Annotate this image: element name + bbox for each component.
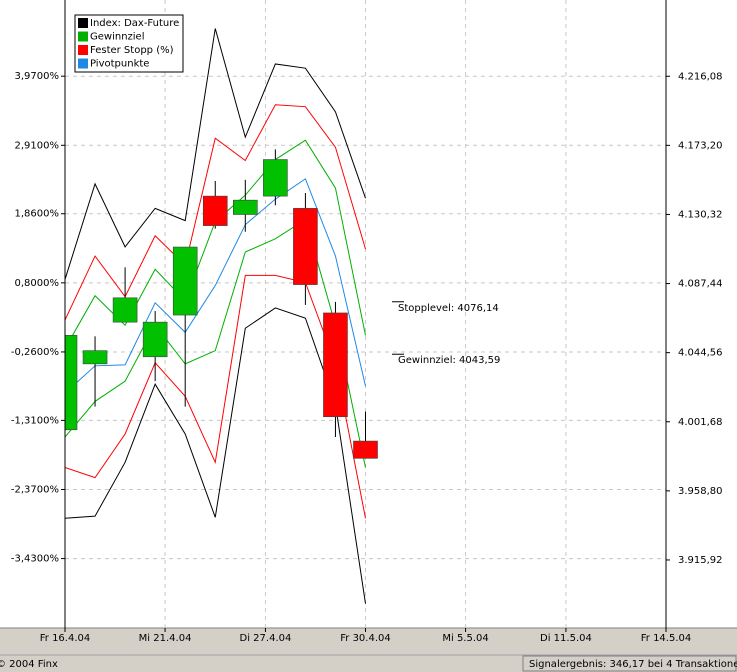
legend-box [74,14,184,73]
legend-label: Pivotpunkte [90,59,149,70]
x-tick-label: Mi 5.5.04 [442,633,488,644]
candle-body [112,297,138,323]
y-tick-label: -1,3100% [11,415,59,426]
annotation-label: Gewinnziel: 4043,59 [398,355,500,366]
candle-body [65,335,78,431]
y-tick-label: 1,8600% [15,209,60,220]
x-axis-band [0,628,737,655]
candle-body [202,195,228,226]
y2-tick-label: 4.044,56 [678,348,723,359]
y-tick-label: 2,9100% [15,140,60,151]
footer-right: Signalergebnis: 346,17 bei 4 Transaktion… [529,659,737,670]
legend-swatch [78,31,88,42]
y2-tick-label: 4.130,32 [678,209,723,220]
y-tick-label: -3,4300% [11,554,59,565]
series-line [65,274,366,519]
candle-body [353,440,378,459]
y-tick-label: -2,3700% [11,484,59,495]
x-tick-label: Fr 16.4.04 [40,633,90,644]
legend-label: Gewinnziel [90,32,145,43]
y2-tick-label: 3.915,92 [678,555,723,566]
candle-body [263,159,288,197]
axes: 3,9700% 2,9100% 1,8600% 0,8000% -0,2600% -1,3… [11,71,723,644]
plot-background [0,0,737,628]
candle-body [233,199,258,215]
series-line [65,28,366,280]
footer-left: © 2004 Finx [0,659,58,670]
y2-tick-label: 4.216,08 [678,71,723,82]
y2-tick-label: 4.001,68 [678,417,723,428]
legend-swatch [78,58,88,69]
y2-tick-label: 4.173,20 [678,140,723,151]
legend-label: Fester Stopp (%) [90,45,174,56]
candle-body [323,312,348,418]
series-line [65,307,366,604]
series-line [65,178,366,394]
x-tick-label: Di 27.4.04 [240,633,292,644]
y2-tick-label: 3.958,80 [678,486,723,497]
y2-tick-label: 4.087,44 [678,279,723,290]
plot [65,28,378,604]
legend-swatch [78,18,88,28]
x-tick-label: Di 11.5.04 [540,633,592,644]
y-tick-label: -0,2600% [11,347,59,358]
legend-swatch [78,45,88,55]
legend-label: Index: Dax-Future [90,18,179,29]
x-tick-label: Mi 21.4.04 [139,633,192,644]
candle-body [142,321,168,358]
legend: Index: Dax-Future Gewinnziel Fester Stopp … [74,14,184,73]
annotation-label: Stopplevel: 4076,14 [398,303,499,314]
candle-body [82,350,108,365]
footer-box [522,655,737,672]
x-tick-label: Fr 14.5.04 [641,633,691,644]
y-tick-label: 3,9700% [15,71,60,82]
candle-body [293,208,318,285]
y-tick-label: 0,8000% [15,278,60,289]
series-line [65,104,366,321]
x-tick-label: Fr 30.4.04 [340,633,390,644]
candle-body [172,246,198,316]
